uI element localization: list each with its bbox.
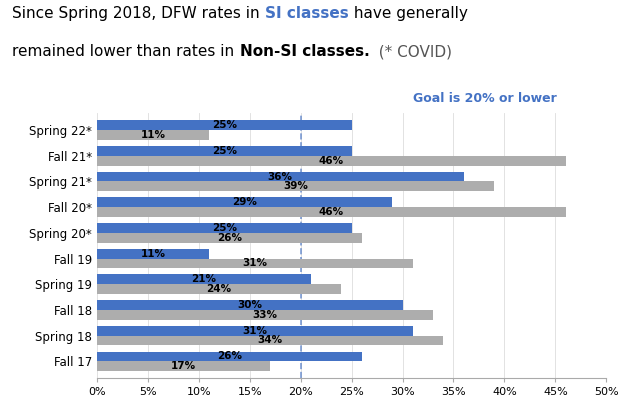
Text: remained lower than rates in: remained lower than rates in <box>12 44 239 59</box>
Bar <box>97 207 566 217</box>
Text: 33%: 33% <box>253 310 278 320</box>
Bar <box>97 361 270 371</box>
Bar <box>97 352 362 361</box>
Text: Goal is 20% or lower: Goal is 20% or lower <box>412 92 556 105</box>
Bar <box>97 300 402 310</box>
Bar <box>97 130 209 140</box>
Text: 30%: 30% <box>238 300 262 310</box>
Text: 36%: 36% <box>268 172 292 181</box>
Bar <box>97 275 311 284</box>
Bar <box>97 336 443 345</box>
Text: 25%: 25% <box>212 146 237 156</box>
Text: 46%: 46% <box>319 207 344 217</box>
Bar <box>97 121 351 130</box>
Bar <box>97 223 351 233</box>
Text: 31%: 31% <box>242 258 268 268</box>
Text: 25%: 25% <box>212 120 237 130</box>
Bar <box>97 326 412 336</box>
Bar <box>97 172 464 181</box>
Text: 29%: 29% <box>232 197 257 207</box>
Text: (* COVID): (* COVID) <box>369 44 452 59</box>
Text: Non-SI classes.: Non-SI classes. <box>239 44 369 59</box>
Text: 26%: 26% <box>217 233 242 243</box>
Bar <box>97 146 351 156</box>
Text: 26%: 26% <box>217 352 242 362</box>
Bar <box>97 284 341 294</box>
Bar <box>97 310 433 320</box>
Text: 25%: 25% <box>212 223 237 233</box>
Text: 34%: 34% <box>258 336 282 346</box>
Text: 11%: 11% <box>141 130 166 140</box>
Bar <box>97 156 566 165</box>
Bar <box>97 181 494 191</box>
Text: 21%: 21% <box>191 274 216 284</box>
Text: 17%: 17% <box>171 361 196 371</box>
Text: Since Spring 2018, DFW rates in: Since Spring 2018, DFW rates in <box>12 6 265 21</box>
Bar <box>97 197 392 207</box>
Text: 46%: 46% <box>319 156 344 165</box>
Text: 31%: 31% <box>242 326 268 336</box>
Bar <box>97 233 362 243</box>
Text: SI classes: SI classes <box>265 6 349 21</box>
Text: 11%: 11% <box>141 249 166 259</box>
Bar <box>97 249 209 259</box>
Text: 39%: 39% <box>283 181 308 192</box>
Bar <box>97 259 412 268</box>
Text: 24%: 24% <box>206 284 232 294</box>
Text: have generally: have generally <box>349 6 468 21</box>
